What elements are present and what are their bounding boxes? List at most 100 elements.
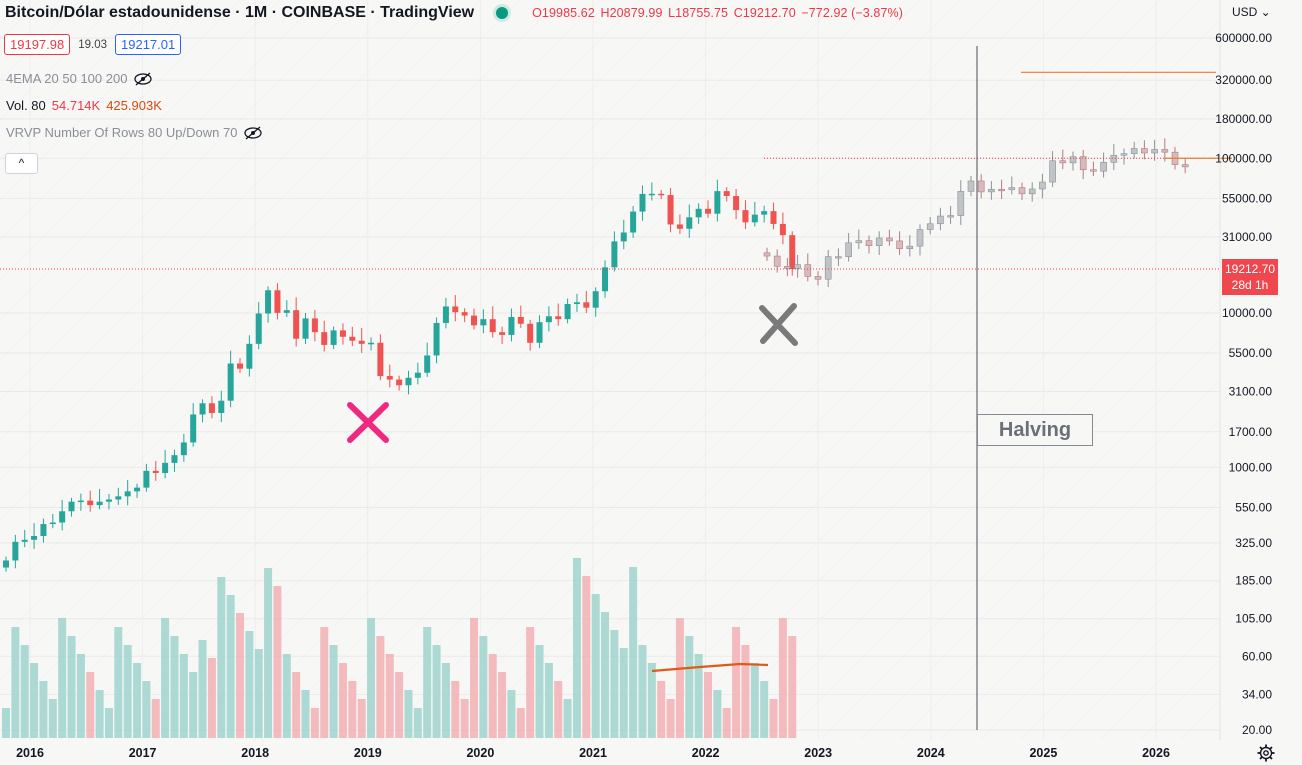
candle bbox=[339, 330, 346, 337]
candle bbox=[162, 462, 169, 473]
volume-bar bbox=[273, 586, 282, 738]
volume-bar bbox=[151, 699, 160, 738]
y-tick-label: 20.00 bbox=[1242, 723, 1272, 737]
candle bbox=[368, 342, 375, 345]
ghost-candle bbox=[1181, 164, 1189, 168]
last-price-value: 19212.70 bbox=[1224, 262, 1276, 276]
indicator-vrvp[interactable]: VRVP Number Of Rows 80 Up/Down 70 bbox=[6, 125, 263, 140]
volume-bar bbox=[310, 708, 319, 738]
ghost-candle bbox=[998, 188, 1005, 192]
ghost-candle bbox=[886, 237, 893, 242]
candle bbox=[733, 196, 740, 211]
volume-bar bbox=[207, 658, 216, 738]
volume-bar bbox=[413, 708, 422, 738]
volume-value-1: 54.714K bbox=[51, 98, 101, 113]
volume-bar bbox=[292, 672, 301, 738]
volume-bar bbox=[282, 654, 291, 738]
volume-bar bbox=[572, 558, 581, 738]
candle bbox=[527, 323, 534, 343]
currency-selector[interactable]: USD ⌄ bbox=[1232, 5, 1271, 19]
candle bbox=[143, 470, 150, 488]
candle bbox=[761, 211, 768, 215]
candle bbox=[274, 290, 281, 313]
candle bbox=[321, 332, 328, 345]
symbol-title[interactable]: Bitcoin/Dólar estadounidense · 1M · COIN… bbox=[5, 4, 475, 21]
volume-bar bbox=[535, 645, 544, 738]
volume-bar bbox=[198, 640, 207, 738]
quote-panel: 19197.98 19.03 19217.01 bbox=[4, 34, 182, 55]
candle bbox=[779, 223, 786, 236]
volume-bar bbox=[48, 699, 57, 738]
x-tick-label: 2017 bbox=[129, 746, 157, 760]
ghost-candle bbox=[845, 242, 852, 257]
collapse-legend-button[interactable]: ^ bbox=[5, 153, 38, 174]
candle bbox=[751, 214, 758, 223]
indicator-volume[interactable]: Vol. 80 54.714K 425.903K bbox=[6, 98, 162, 113]
candle bbox=[302, 318, 309, 339]
candle bbox=[227, 363, 234, 401]
volume-bar bbox=[526, 627, 535, 738]
drawing-overlays bbox=[0, 0, 1232, 740]
volume-bar bbox=[189, 672, 198, 738]
x-tick-label: 2025 bbox=[1029, 746, 1057, 760]
candle bbox=[658, 193, 665, 196]
volume-bar bbox=[376, 636, 385, 738]
candle bbox=[499, 332, 506, 335]
candle bbox=[208, 403, 215, 413]
candle bbox=[134, 487, 141, 492]
volume-value-2: 425.903K bbox=[106, 98, 162, 113]
volume-bar bbox=[610, 630, 619, 738]
candle bbox=[555, 316, 562, 320]
ghost-candle bbox=[967, 180, 975, 192]
buy-button[interactable]: 19217.01 bbox=[115, 34, 182, 55]
y-tick-label: 320000.00 bbox=[1215, 73, 1272, 87]
volume-bar bbox=[264, 568, 273, 738]
x-tick-label: 2021 bbox=[579, 746, 607, 760]
y-tick-label: 5500.00 bbox=[1229, 346, 1273, 360]
volume-bar bbox=[367, 618, 376, 738]
ghost-candle bbox=[1100, 161, 1107, 172]
volume-bar bbox=[498, 672, 507, 738]
volume-bar bbox=[2, 708, 10, 738]
grid-lines bbox=[0, 37, 1220, 731]
candle bbox=[255, 313, 262, 344]
eye-off-icon[interactable] bbox=[133, 72, 153, 86]
y-tick-label: 185.00 bbox=[1235, 574, 1272, 588]
candle bbox=[405, 377, 412, 386]
volume-bar bbox=[685, 636, 694, 738]
volume-bar bbox=[58, 618, 67, 738]
volume-bar bbox=[245, 631, 254, 738]
volume-bar bbox=[76, 654, 85, 738]
eye-off-icon[interactable] bbox=[243, 126, 263, 140]
y-tick-label: 550.00 bbox=[1235, 501, 1272, 515]
candle bbox=[602, 267, 609, 292]
ghost-candle bbox=[1039, 181, 1046, 190]
candle bbox=[545, 316, 552, 323]
volume-bar bbox=[704, 672, 712, 738]
volume-bar bbox=[460, 699, 469, 738]
halving-label[interactable]: Halving bbox=[977, 414, 1093, 446]
price-axis: 600000.00 320000.00 180000.00 100000.00 5500… bbox=[1215, 31, 1272, 737]
ghost-candle bbox=[773, 255, 781, 267]
volume-bar bbox=[788, 636, 797, 738]
volume-bar bbox=[30, 663, 39, 738]
volume-bar bbox=[694, 654, 703, 738]
candle bbox=[452, 306, 459, 313]
volume-bar bbox=[750, 663, 759, 738]
volume-bar bbox=[301, 690, 310, 738]
ghost-candle bbox=[835, 256, 842, 259]
indicator-ema[interactable]: 4EMA 20 50 100 200 bbox=[6, 71, 153, 86]
candle bbox=[489, 319, 496, 333]
y-tick-label: 1700.00 bbox=[1229, 425, 1273, 439]
gear-icon[interactable] bbox=[1256, 743, 1276, 763]
volume-bar bbox=[432, 645, 441, 738]
volume-bar bbox=[732, 627, 741, 738]
candle bbox=[592, 291, 599, 308]
x-tick-label: 2020 bbox=[466, 746, 494, 760]
candle bbox=[115, 496, 122, 500]
volume-bar bbox=[619, 648, 628, 738]
candle bbox=[723, 191, 730, 197]
sell-button[interactable]: 19197.98 bbox=[4, 34, 71, 55]
ghost-candle bbox=[977, 180, 985, 193]
